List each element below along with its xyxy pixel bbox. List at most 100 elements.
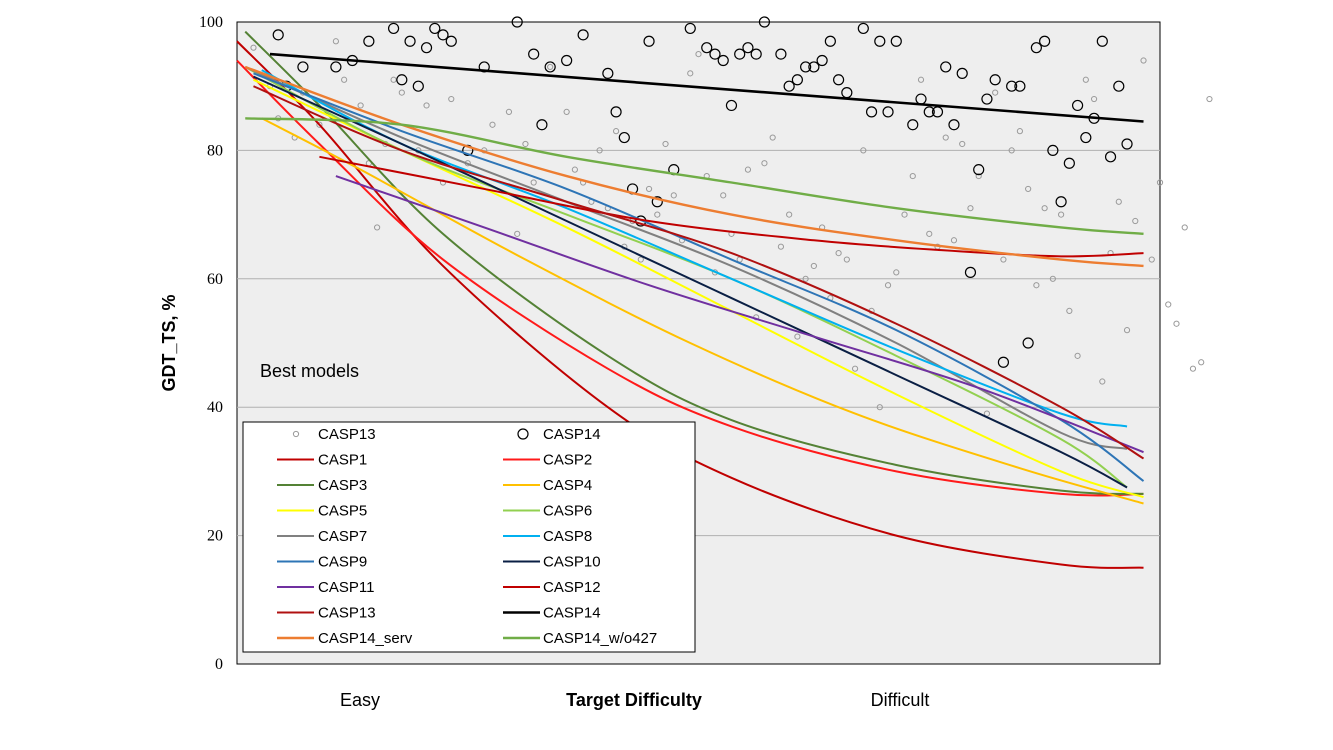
casp13-point bbox=[802, 275, 809, 282]
casp13-point bbox=[357, 102, 364, 109]
casp13-point bbox=[571, 166, 578, 173]
legend-label: CASP14_serv bbox=[318, 630, 413, 647]
casp13-point bbox=[959, 140, 966, 148]
y-tick-label: 0 bbox=[215, 656, 223, 673]
legend-label: CASP14 bbox=[543, 605, 601, 622]
legend-label: CASP1 bbox=[318, 452, 367, 469]
casp13-point bbox=[505, 108, 513, 115]
casp13-point bbox=[1000, 256, 1007, 263]
casp13-point bbox=[950, 237, 958, 244]
casp14-point bbox=[1063, 157, 1075, 169]
casp14-point bbox=[1113, 80, 1125, 92]
legend-label: CASP14_w/o427 bbox=[543, 630, 657, 647]
casp14-point bbox=[989, 74, 1001, 86]
casp13-point bbox=[810, 262, 817, 270]
casp13-point bbox=[1165, 301, 1172, 308]
casp14-point bbox=[684, 22, 696, 35]
casp13-point bbox=[1090, 95, 1098, 103]
trend-line-casp2 bbox=[236, 59, 1144, 497]
casp14-point bbox=[800, 61, 812, 73]
casp13-point bbox=[662, 140, 669, 148]
casp14-point bbox=[330, 61, 342, 73]
casp14-point bbox=[832, 74, 845, 86]
casp14-point bbox=[429, 22, 441, 35]
casp14-point bbox=[511, 16, 523, 28]
casp14-point bbox=[997, 356, 1010, 368]
legend-label: CASP6 bbox=[543, 503, 592, 520]
casp13-point bbox=[530, 179, 537, 186]
casp14-point bbox=[857, 22, 869, 35]
casp13-point bbox=[1206, 95, 1213, 103]
casp13-point bbox=[1074, 352, 1081, 359]
casp13-point bbox=[1189, 365, 1197, 372]
casp14-point bbox=[791, 74, 803, 86]
casp13-point bbox=[1140, 57, 1147, 64]
legend-marker-small bbox=[292, 430, 300, 438]
casp13-point bbox=[448, 95, 455, 103]
casp13-point bbox=[1181, 224, 1188, 231]
casp13-point bbox=[398, 89, 405, 96]
casp14-point bbox=[824, 35, 836, 47]
casp13-point bbox=[901, 211, 908, 218]
casp13-point bbox=[373, 224, 381, 231]
legend-label: CASP12 bbox=[543, 579, 601, 596]
casp14-point bbox=[948, 119, 960, 131]
trend-line-casp12 bbox=[319, 155, 1144, 258]
casp13-point bbox=[1008, 147, 1015, 154]
casp13-point bbox=[992, 89, 999, 96]
casp14-point bbox=[643, 35, 655, 47]
casp13-point bbox=[942, 134, 949, 141]
casp14-point bbox=[1047, 144, 1059, 156]
legend-label: CASP7 bbox=[318, 528, 367, 545]
casp14-point bbox=[709, 48, 721, 60]
casp13-point bbox=[695, 51, 702, 58]
casp13-point bbox=[860, 147, 867, 154]
casp13-point bbox=[843, 256, 850, 263]
trend-line-casp14-w-o427 bbox=[245, 117, 1144, 236]
casp13-point bbox=[489, 121, 496, 128]
casp14-point bbox=[973, 164, 985, 176]
casp14-point bbox=[437, 29, 449, 41]
casp14-point bbox=[907, 119, 919, 131]
casp13-point bbox=[926, 230, 933, 237]
y-tick-label: 80 bbox=[207, 142, 223, 159]
casp13-point bbox=[744, 166, 752, 173]
casp13-point bbox=[341, 76, 348, 83]
trend-line-casp10 bbox=[253, 75, 1128, 489]
casp14-point bbox=[272, 29, 284, 41]
casp13-point bbox=[1025, 185, 1032, 193]
casp14-point bbox=[396, 74, 408, 86]
casp14-point bbox=[742, 42, 754, 54]
casp14-point bbox=[725, 99, 738, 112]
casp14-point bbox=[478, 61, 490, 73]
legend-label: CASP13 bbox=[318, 426, 376, 443]
casp14-point bbox=[561, 54, 573, 67]
casp14-point bbox=[701, 42, 713, 54]
casp13-point bbox=[794, 333, 801, 340]
casp14-point bbox=[783, 80, 795, 92]
annotation-best-models: Best models bbox=[260, 361, 359, 381]
casp13-point bbox=[645, 185, 653, 193]
casp14-point bbox=[750, 48, 762, 60]
casp13-point bbox=[975, 172, 982, 180]
casp13-point bbox=[876, 404, 883, 411]
casp14-point bbox=[577, 29, 589, 41]
casp14-point bbox=[651, 196, 663, 208]
casp13-point bbox=[777, 243, 785, 250]
legend-label: CASP13 bbox=[318, 605, 376, 622]
casp14-point bbox=[610, 106, 622, 118]
casp13-point bbox=[1016, 128, 1024, 135]
y-tick-label: 20 bbox=[207, 528, 223, 545]
y-tick-label: 60 bbox=[207, 271, 223, 288]
legend: CASP13 CASP14 CASP1 CASP2 CASP3 CASP4 CASP5 CAS… bbox=[242, 421, 696, 653]
x-label-difficult: Difficult bbox=[871, 690, 930, 710]
casp14-point bbox=[297, 61, 309, 73]
casp13-point bbox=[893, 269, 900, 276]
casp13-scatter bbox=[250, 38, 1213, 417]
casp14-point bbox=[387, 22, 400, 35]
casp14-point bbox=[420, 42, 433, 54]
casp14-point bbox=[1096, 35, 1108, 47]
casp13-point bbox=[1099, 378, 1106, 385]
casp14-point bbox=[775, 48, 787, 60]
